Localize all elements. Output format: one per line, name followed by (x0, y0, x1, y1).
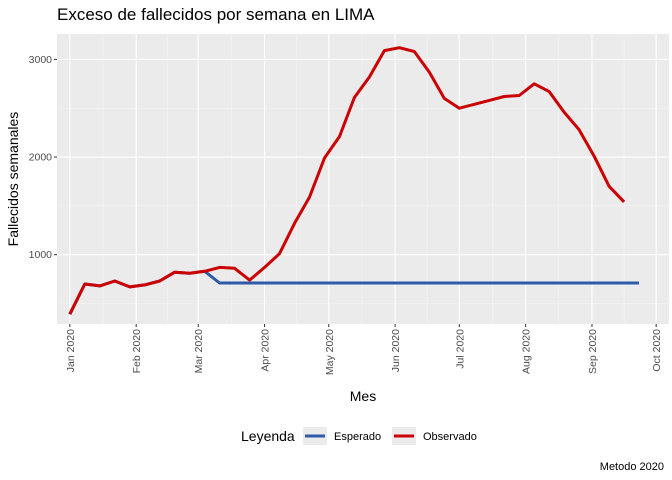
series-lines (68, 46, 639, 315)
y-tick-label: 1000 (29, 249, 53, 261)
y-axis: 1000 2000 3000 (29, 54, 57, 261)
x-axis-title: Mes (350, 388, 376, 404)
x-tick-label: Jul 2020 (454, 329, 466, 369)
legend-label-observado: Observado (423, 431, 477, 443)
y-tick-label: 3000 (29, 54, 53, 66)
x-tick-label: Jan 2020 (65, 329, 77, 372)
x-tick-label: Mar 2020 (193, 329, 205, 374)
legend-label-esperado: Esperado (334, 431, 381, 443)
chart-title: Exceso de fallecidos por semana en LIMA (57, 5, 375, 24)
legend: Leyenda Esperado Observado (241, 427, 477, 445)
x-tick-label: Aug 2020 (521, 329, 533, 374)
plot-panel (57, 34, 669, 324)
legend-title: Leyenda (241, 428, 295, 444)
x-tick-label: Sep 2020 (587, 329, 599, 374)
major-gridlines (57, 34, 669, 324)
x-axis: Jan 2020 Feb 2020 Mar 2020 Apr 2020 May 2020… (65, 324, 663, 375)
x-tick-label: Feb 2020 (131, 329, 143, 374)
y-axis-title: Fallecidos semanales (5, 112, 21, 247)
x-tick-label: May 2020 (324, 329, 336, 375)
x-tick-label: Oct 2020 (651, 329, 663, 372)
series-line-observado (68, 46, 626, 315)
chart-caption: Metodo 2020 (600, 461, 664, 473)
y-tick-label: 2000 (29, 152, 53, 164)
x-tick-label: Jun 2020 (390, 329, 402, 372)
minor-gridlines (57, 34, 669, 324)
x-tick-label: Apr 2020 (260, 329, 272, 372)
